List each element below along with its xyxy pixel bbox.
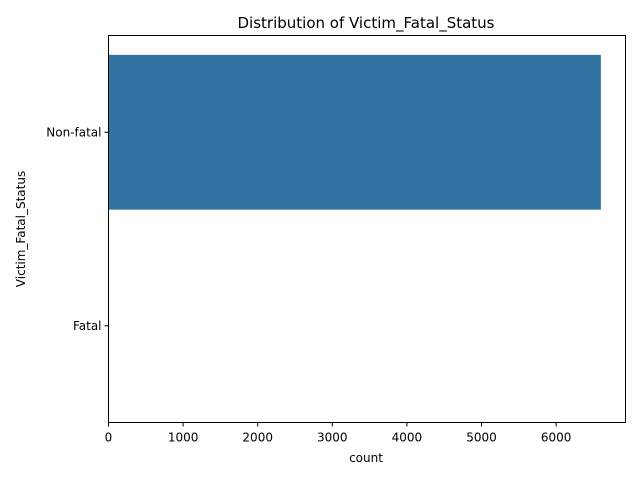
bars-group: [108, 54, 601, 404]
y-tick-label: Fatal: [73, 319, 102, 333]
x-tick-label: 2000: [242, 431, 273, 445]
x-tick-label: 1000: [168, 431, 199, 445]
y-axis-label: Victim_Fatal_Status: [14, 171, 28, 287]
chart-title: Distribution of Victim_Fatal_Status: [238, 14, 495, 33]
x-axis-label: count: [349, 451, 383, 465]
y-axis-ticks: Non-fatal Fatal: [46, 125, 109, 333]
x-tick-label: 6000: [541, 431, 572, 445]
bar-non-fatal: [108, 54, 601, 210]
x-axis-ticks: 0 1000 2000 3000 4000 5000 6000: [105, 422, 572, 445]
y-tick-label: Non-fatal: [46, 125, 101, 139]
x-tick-label: 4000: [392, 431, 423, 445]
x-tick-label: 0: [105, 431, 113, 445]
x-tick-label: 5000: [466, 431, 497, 445]
x-tick-label: 3000: [317, 431, 348, 445]
plot-frame: [108, 35, 626, 423]
